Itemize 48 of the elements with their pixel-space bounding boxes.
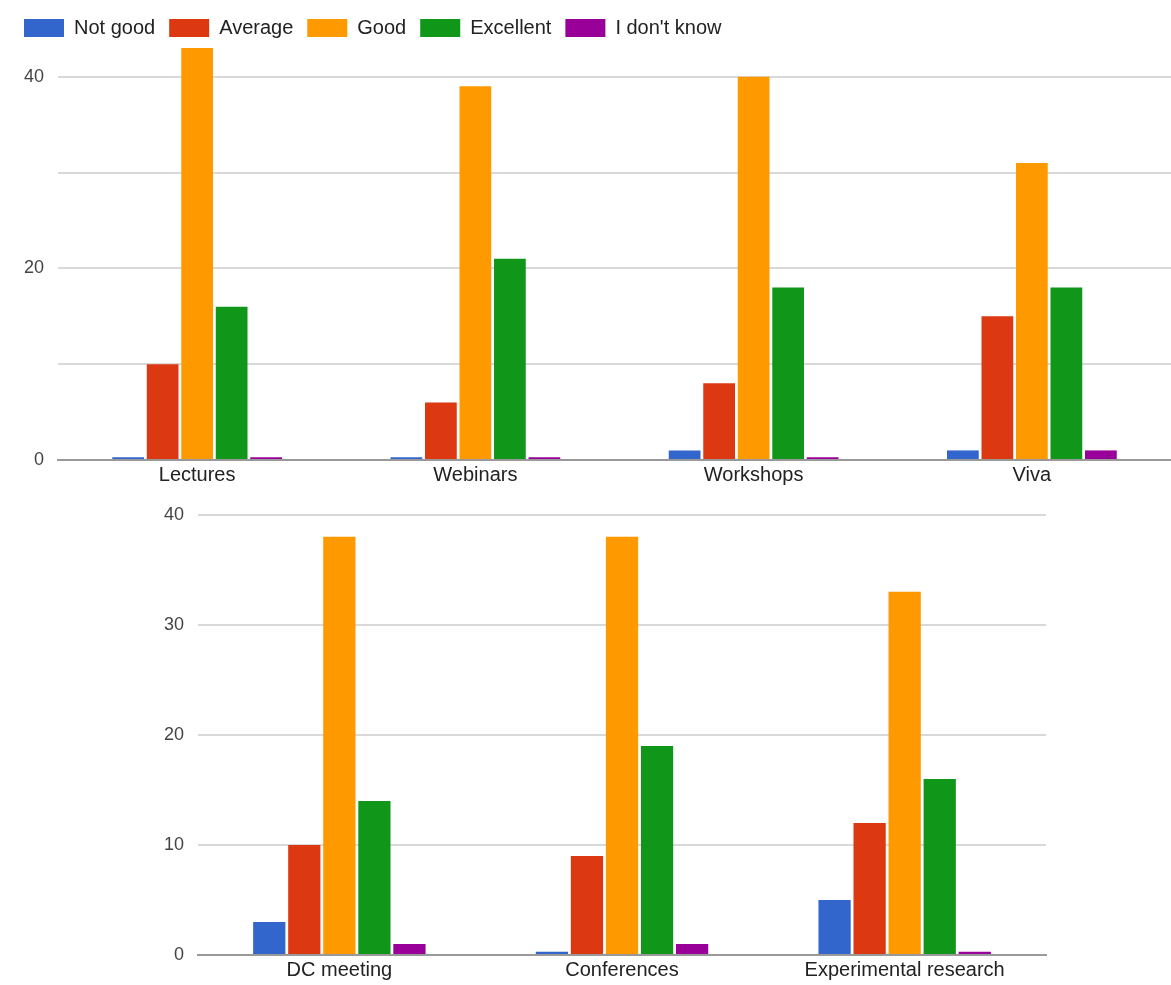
bar (1016, 162, 1048, 459)
bar (981, 316, 1014, 459)
y-tick-label: 0 (34, 448, 45, 469)
y-tick-label: 40 (23, 65, 45, 86)
bar (358, 800, 391, 954)
x-tick-label: Experimental research (804, 957, 1005, 980)
x-tick-label: Conferences (565, 957, 679, 980)
bar (146, 364, 179, 459)
y-tick-label: 40 (163, 503, 185, 524)
bar (888, 591, 921, 954)
legend-label: Average (219, 15, 294, 38)
y-tick-label: 20 (23, 257, 45, 278)
bar (1085, 450, 1117, 459)
y-tick-label: 30 (163, 613, 185, 634)
bar (675, 944, 709, 954)
y-tick-label: 10 (163, 833, 185, 854)
bar (947, 450, 979, 459)
y-tick-label: 0 (174, 943, 185, 964)
bar (181, 48, 214, 459)
x-tick-label: Viva (1012, 462, 1053, 485)
bar (459, 86, 492, 459)
legend-label: I don't know (615, 15, 723, 38)
bar (570, 855, 604, 954)
bar (215, 306, 248, 459)
bar (737, 76, 770, 459)
bar (772, 287, 805, 459)
x-tick-label: Lectures (158, 462, 236, 485)
bar (668, 450, 701, 459)
bar (853, 822, 886, 954)
bar (640, 745, 674, 954)
bar (818, 899, 851, 954)
legend-label: Not good (74, 15, 156, 38)
x-tick-label: DC meeting (286, 957, 393, 980)
bar (703, 383, 735, 459)
bar (605, 536, 639, 954)
x-tick-label: Webinars (433, 462, 518, 485)
bar (494, 258, 526, 459)
legend-label: Excellent (470, 15, 552, 38)
legend-label: Good (357, 15, 407, 38)
bar (253, 921, 286, 954)
bar (323, 536, 356, 954)
bar (288, 844, 321, 954)
y-tick-label: 20 (163, 723, 185, 744)
bar (393, 944, 426, 954)
bar (425, 402, 457, 459)
bar (1050, 287, 1083, 459)
bar (923, 778, 956, 954)
x-tick-label: Workshops (703, 462, 804, 485)
